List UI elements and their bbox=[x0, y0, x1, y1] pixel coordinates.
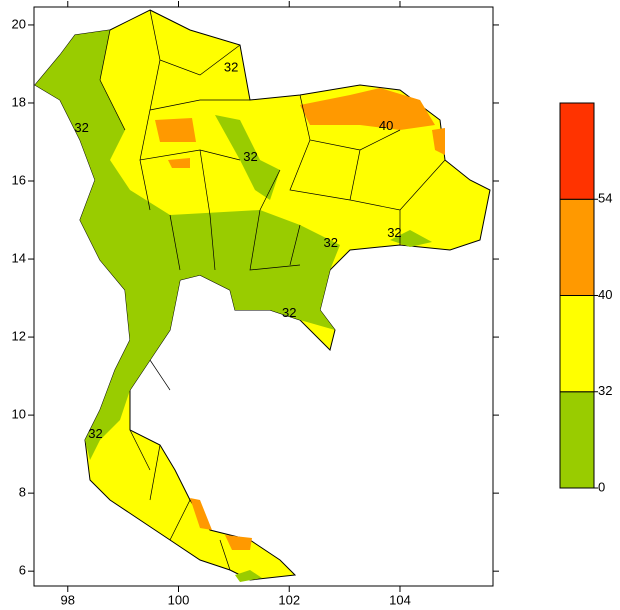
colorbar-tick-label: 54 bbox=[598, 191, 612, 206]
contour-label: 32 bbox=[88, 426, 102, 441]
colorbar-tick-label: 32 bbox=[598, 383, 612, 398]
province-boundaries bbox=[99, 9, 446, 571]
contour-label: 32 bbox=[282, 305, 296, 320]
contour-label: 32 bbox=[224, 59, 238, 74]
x-tick-label: 98 bbox=[61, 592, 75, 607]
colorbar-band bbox=[559, 295, 595, 393]
y-tick-label: 8 bbox=[19, 485, 26, 500]
y-tick-label: 20 bbox=[12, 16, 26, 31]
region-orange bbox=[432, 128, 445, 155]
x-tick-label: 104 bbox=[389, 592, 411, 607]
contour-label: 32 bbox=[74, 120, 88, 135]
y-tick-label: 14 bbox=[12, 250, 26, 265]
region-green bbox=[390, 230, 432, 247]
y-tick-label: 18 bbox=[12, 94, 26, 109]
contour-label: 40 bbox=[379, 118, 393, 133]
y-tick-label: 10 bbox=[12, 407, 26, 422]
contour-label: 32 bbox=[387, 225, 401, 240]
region-orange bbox=[300, 88, 435, 130]
colorbar-band bbox=[559, 391, 595, 489]
region-orange bbox=[168, 158, 190, 168]
region-green bbox=[235, 570, 262, 582]
region-green bbox=[215, 115, 280, 200]
region-green bbox=[35, 30, 340, 460]
map-frame bbox=[33, 6, 494, 587]
contour-label: 32 bbox=[243, 149, 257, 164]
landmass bbox=[34, 9, 491, 582]
colorbar-tick-label: 0 bbox=[598, 479, 605, 494]
y-tick-label: 6 bbox=[19, 563, 26, 578]
colorbar-band bbox=[559, 102, 595, 200]
colorbar-band bbox=[559, 198, 595, 296]
region-orange bbox=[190, 498, 212, 530]
y-tick-label: 16 bbox=[12, 172, 26, 187]
colorbar-tick-label: 40 bbox=[598, 287, 612, 302]
contour-label: 32 bbox=[324, 235, 338, 250]
region-orange bbox=[225, 535, 252, 550]
x-tick-label: 100 bbox=[168, 592, 190, 607]
region-orange bbox=[155, 118, 196, 142]
y-tick-label: 12 bbox=[12, 329, 26, 344]
x-tick-label: 102 bbox=[278, 592, 300, 607]
